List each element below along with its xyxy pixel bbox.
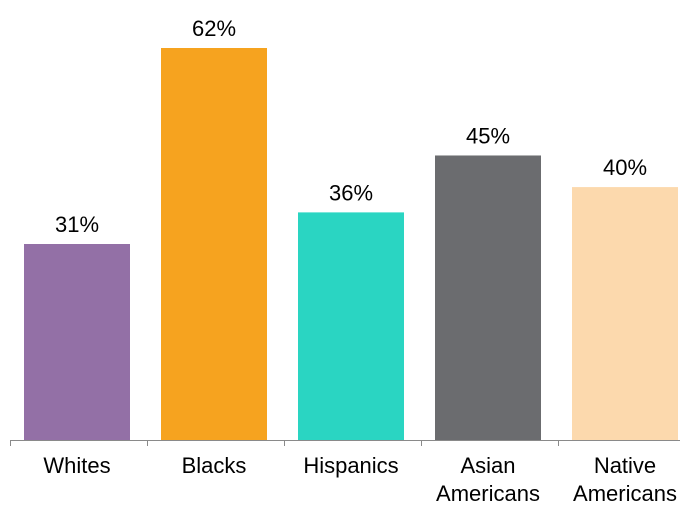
category-labels-group: Whites Blacks Hispanics Asian Americans Nativ… [43, 453, 677, 506]
x-axis [10, 440, 680, 446]
category-label-hispanics: Hispanics [303, 453, 398, 478]
category-label-asian-americans: Asian Americans [436, 453, 540, 506]
value-label-hispanics: 36% [329, 180, 373, 205]
bar-hispanics [298, 212, 404, 440]
value-label-asian-americans: 45% [466, 123, 510, 148]
category-label-whites: Whites [43, 453, 110, 478]
bar-native-americans [572, 187, 678, 440]
value-label-whites: 31% [55, 212, 99, 237]
value-label-native-americans: 40% [603, 155, 647, 180]
bar-blacks [161, 48, 267, 440]
category-label-native-americans: Native Americans [573, 453, 677, 506]
bars-group [24, 48, 678, 440]
bar-whites [24, 244, 130, 440]
category-label-blacks: Blacks [182, 453, 247, 478]
value-labels-group: 31% 62% 36% 45% 40% [55, 16, 647, 237]
bar-asian-americans [435, 155, 541, 440]
value-label-blacks: 62% [192, 16, 236, 41]
